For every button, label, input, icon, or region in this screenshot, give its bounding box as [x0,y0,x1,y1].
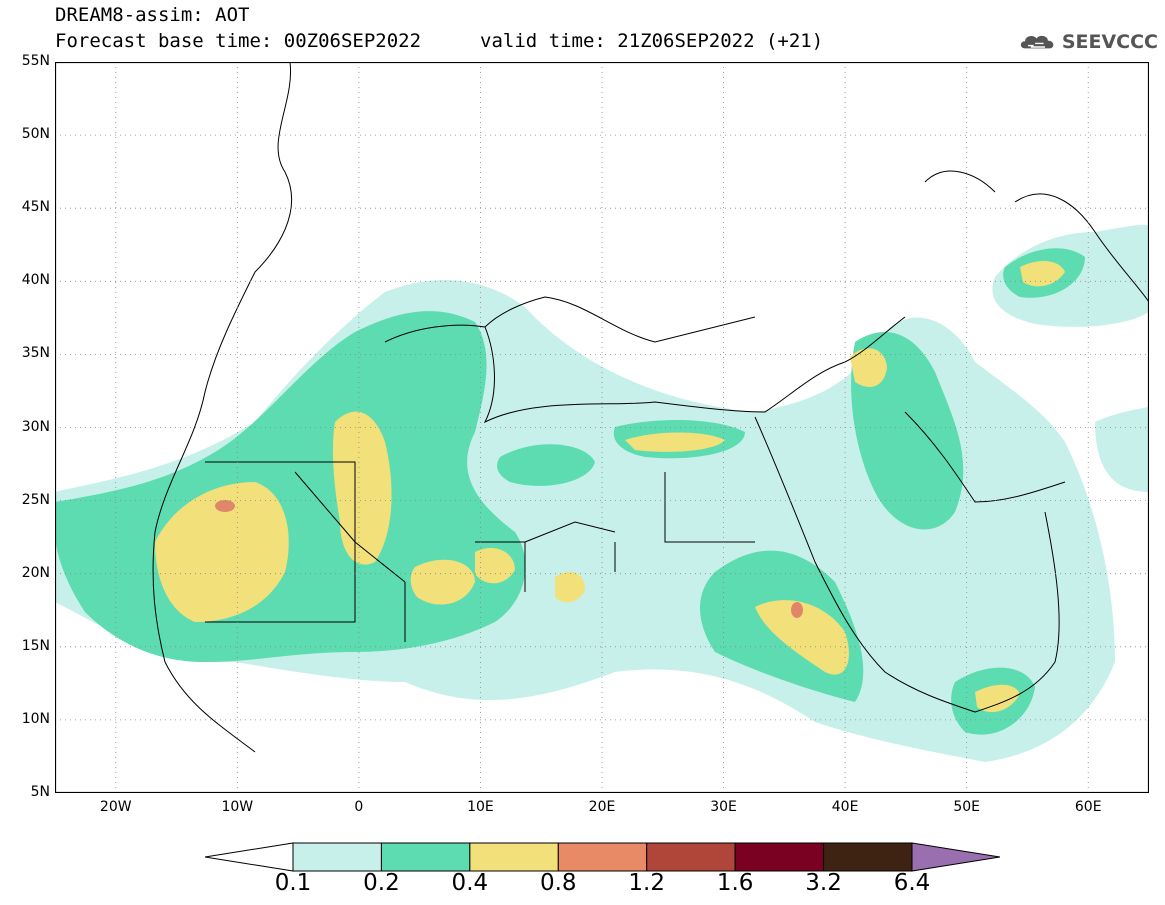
lon-tick-label: 30E [710,799,737,815]
lon-tick-label: 0 [354,799,364,815]
aot-contour-0.4-egypt [625,432,725,452]
aot-contour-0.8-wsahara [215,500,235,512]
colorbar-segment [823,842,913,872]
aot-map [54,61,1150,794]
colorbar-tick-label: 6.4 [893,870,931,896]
aot-contour-0.4-mali [332,411,392,565]
colorbar-segment [469,842,559,872]
lat-tick-label: 55N [21,53,50,69]
colorbar-tick-label: 0.8 [539,870,577,896]
aot-contour-0.4-niger [410,559,475,605]
coastline-layer [152,61,1150,753]
colorbar-segment [557,842,648,872]
lat-tick-label: 45N [21,199,50,216]
colorbar [205,842,1000,872]
lon-tick-label: 10W [221,799,254,815]
colorbar-tick-label: 0.4 [451,870,489,896]
colorbar-under-triangle [205,842,294,872]
colorbar-tick-label: 0.1 [274,870,312,896]
aot-contour-0.8-sudan [791,602,803,618]
colorbar-over-triangle [911,842,1000,872]
forecast-base-time: Forecast base time: 00Z06SEP2022 [55,30,422,52]
lon-tick-label: 20W [99,799,132,815]
lat-tick-label: 20N [21,564,50,581]
aot-contour-0.4-sudan [755,600,849,675]
lon-tick-label: 40E [831,799,859,815]
lat-tick-label: 35N [21,345,50,362]
colorbar-tick-label: 1.6 [716,870,754,896]
aot-contour-0.4 [155,482,289,622]
lon-tick-label: 50E [953,799,980,815]
lon-tick-label: 20E [588,799,616,815]
map-title: DREAM8-assim: AOT [55,4,250,26]
colorbar-segment [734,842,825,872]
cloud-icon [1020,35,1054,49]
lat-tick-label: 15N [21,637,50,654]
aot-contour-0.4-somalia [975,684,1020,713]
aot-contour-0.1-east [1095,407,1149,492]
valid-time: valid time: 21Z06SEP2022 (+21) [480,30,824,52]
aot-contour-0.4-caspian [1020,260,1065,287]
aot-contour-0.4-tchad2 [555,571,585,603]
lat-tick-label: 10N [21,710,50,727]
colorbar-tick-label: 0.2 [363,870,400,896]
lat-tick-label: 5N [30,784,50,800]
lon-tick-label: 60E [1074,799,1102,815]
lat-tick-label: 25N [21,491,50,508]
aot-contour-0.4-chad [475,548,515,584]
graticule [55,62,1149,793]
lon-tick-label: 10E [467,799,494,815]
colorbar-segment [380,842,471,872]
lat-tick-label: 30N [21,418,50,435]
seevccc-logo: SEEVCCC [1018,22,1158,62]
colorbar-tick-label: 1.2 [628,870,665,896]
logo-text: SEEVCCC [1061,31,1158,53]
colorbar-tick-label: 3.2 [805,870,842,896]
aot-contour-0.4-iraq [850,348,887,387]
colorbar-segment [646,842,736,872]
colorbar-segment [292,842,382,872]
lat-tick-label: 50N [21,126,50,143]
aot-field-layer [55,224,1149,762]
lat-tick-label: 40N [21,272,50,289]
aot-contour-0.2-libya [497,444,595,486]
